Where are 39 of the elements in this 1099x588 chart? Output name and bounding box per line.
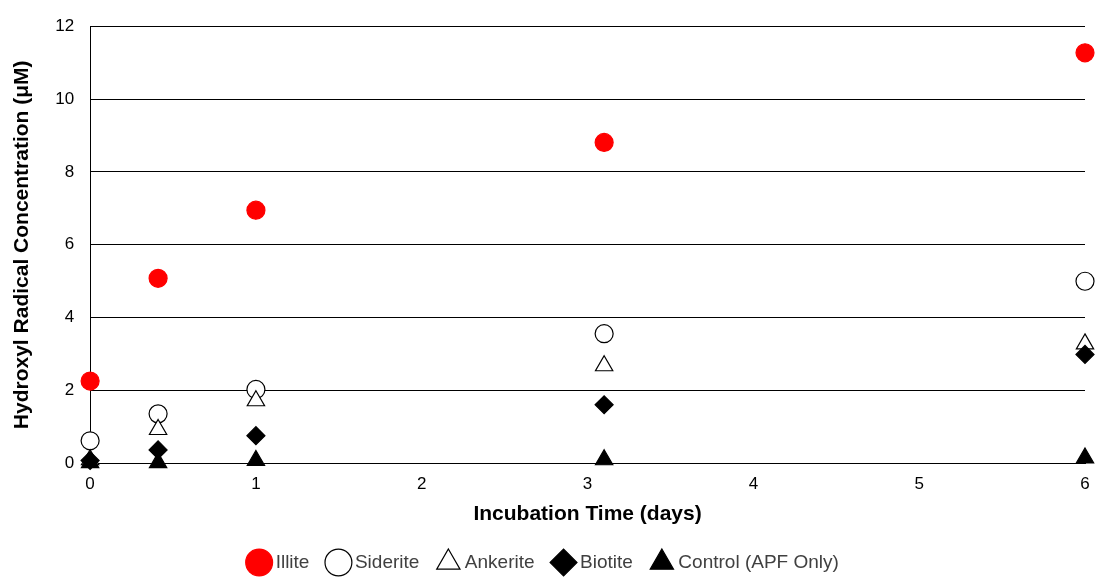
point [80, 431, 100, 451]
x-axis-title: Incubation Time (days) [473, 501, 702, 525]
x-tick-label: 2 [417, 474, 427, 494]
point [246, 390, 266, 407]
x-tick-label: 4 [748, 474, 759, 494]
point [148, 268, 168, 288]
point [594, 449, 614, 466]
point [246, 426, 266, 446]
legend-label: Siderite [354, 550, 420, 572]
legend-label: Illite [275, 550, 310, 572]
y-tick-label: 4 [64, 307, 75, 327]
point [1075, 43, 1095, 63]
x-tick-label: 3 [582, 474, 593, 494]
y-tick-label: 0 [64, 453, 75, 473]
point [148, 418, 168, 436]
y-axis-title: Hydroxyl Radical Concentration (μM) [9, 60, 33, 430]
y-tick-label: 12 [55, 15, 75, 35]
legend-label: Biotite [580, 550, 633, 572]
x-tick-label: 5 [914, 474, 924, 494]
point [1075, 447, 1095, 464]
legend-label: Control (APF Only) [678, 550, 839, 572]
point [594, 132, 614, 153]
point [80, 371, 100, 391]
y-tick-label: 10 [55, 88, 75, 108]
y-tick-label: 2 [64, 380, 75, 400]
point [1075, 271, 1095, 291]
point [246, 200, 266, 220]
legend-label: Ankerite [464, 550, 535, 572]
point [148, 404, 168, 424]
point [594, 395, 614, 415]
y-tick-label: 8 [64, 161, 75, 181]
y-tick-label: 6 [64, 234, 75, 254]
x-tick-label: 1 [251, 474, 261, 494]
point [594, 355, 614, 372]
x-tick-label: 0 [85, 474, 95, 494]
x-tick-label: 6 [1080, 474, 1090, 494]
point [594, 324, 614, 344]
point [1075, 344, 1095, 365]
point [246, 449, 266, 467]
